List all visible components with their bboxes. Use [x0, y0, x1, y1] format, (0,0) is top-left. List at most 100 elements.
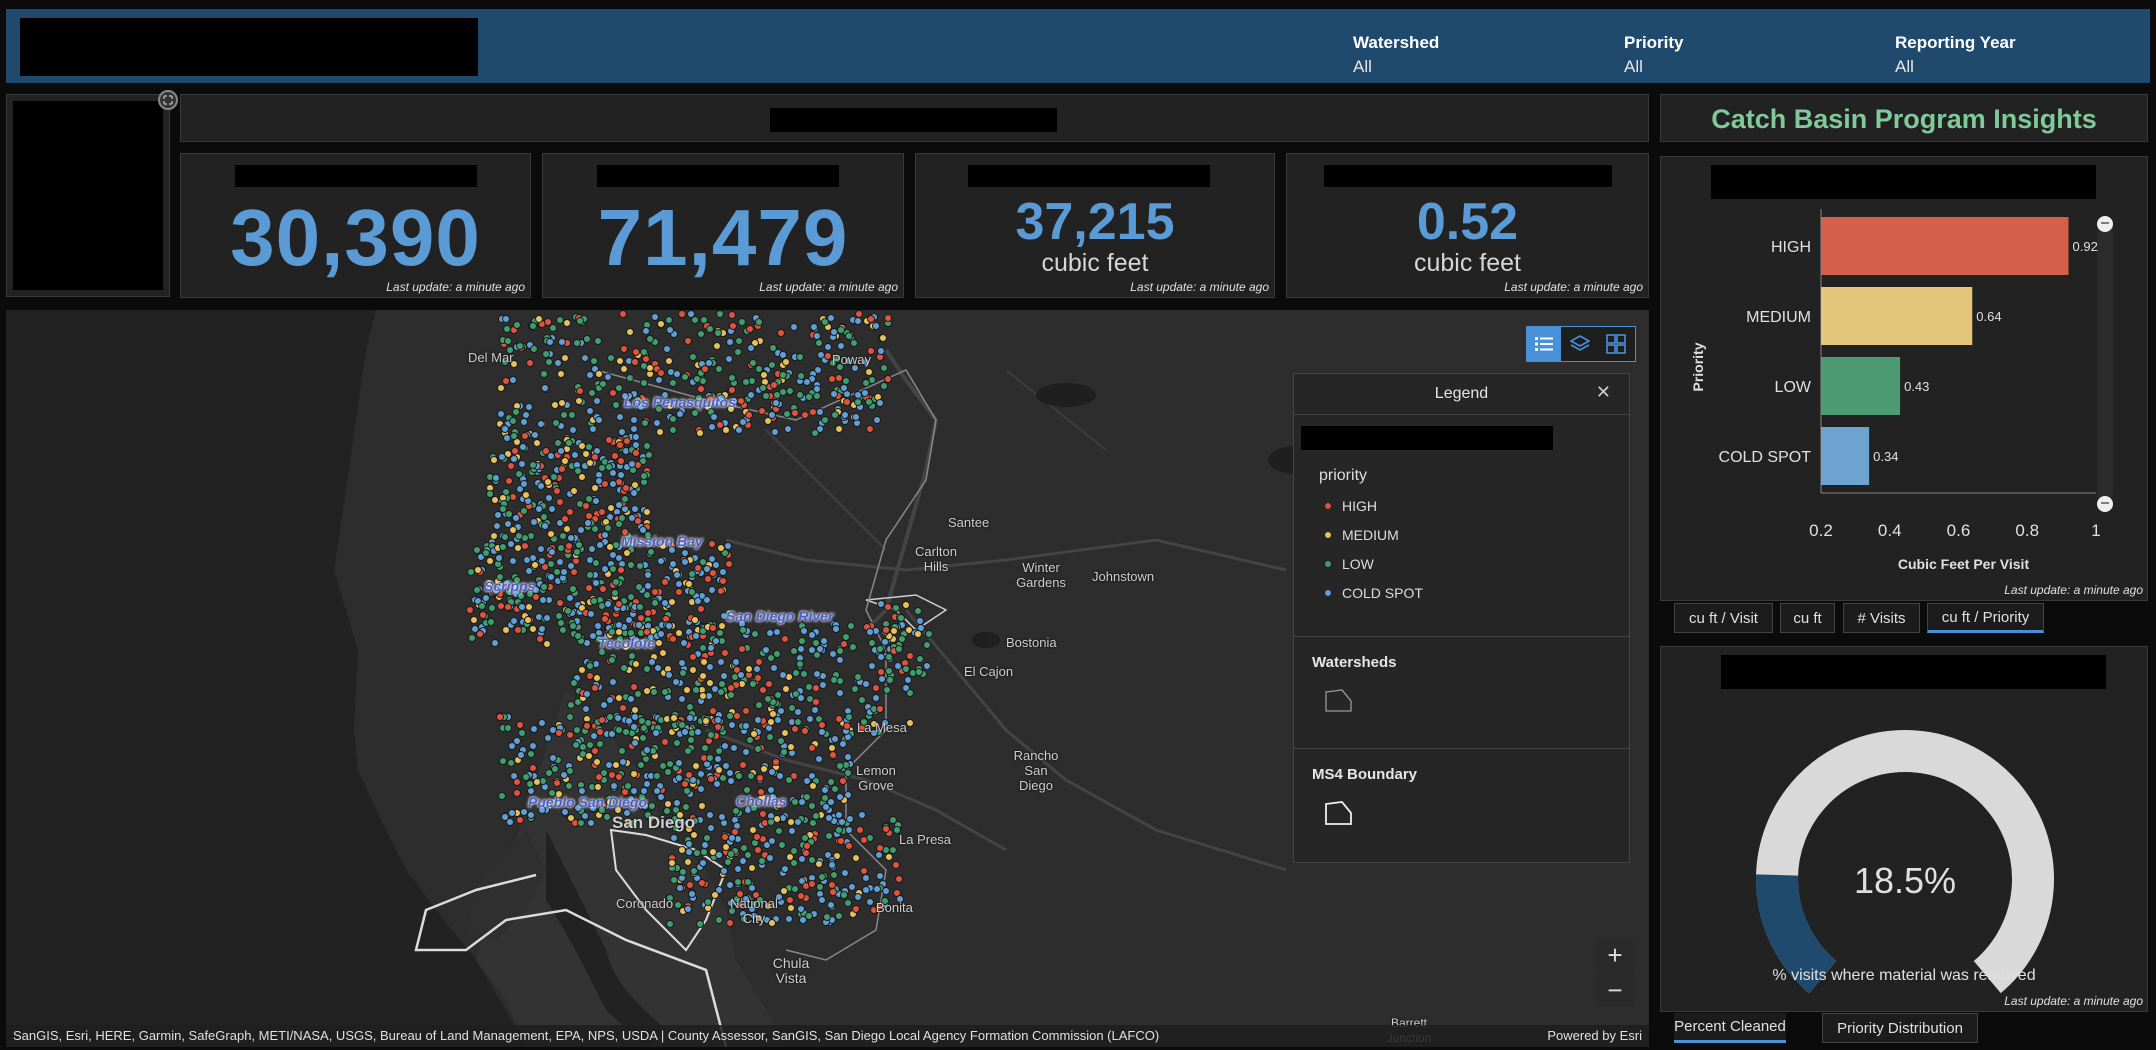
- map-point[interactable]: [624, 400, 632, 408]
- map-point[interactable]: [772, 399, 780, 407]
- bar-cold-spot[interactable]: [1821, 427, 1870, 485]
- map-point[interactable]: [558, 399, 566, 407]
- map-point[interactable]: [818, 896, 826, 904]
- map-point[interactable]: [567, 534, 575, 542]
- map-point[interactable]: [810, 323, 818, 331]
- map-point[interactable]: [556, 519, 564, 527]
- map-point[interactable]: [661, 391, 669, 399]
- map-point[interactable]: [812, 684, 820, 692]
- map-point[interactable]: [803, 842, 811, 850]
- map-point[interactable]: [733, 712, 741, 720]
- map-point[interactable]: [551, 765, 559, 773]
- map-point[interactable]: [573, 339, 581, 347]
- map-point[interactable]: [659, 649, 667, 657]
- tab-cu-ft[interactable]: cu ft: [1780, 603, 1835, 633]
- map-point[interactable]: [734, 348, 742, 356]
- map-point[interactable]: [806, 715, 814, 723]
- map-point[interactable]: [526, 359, 534, 367]
- map-point[interactable]: [849, 643, 857, 651]
- map-point[interactable]: [916, 617, 924, 625]
- map-point[interactable]: [530, 725, 538, 733]
- map-point[interactable]: [644, 609, 652, 617]
- map-point[interactable]: [724, 542, 732, 550]
- map-point[interactable]: [576, 317, 584, 325]
- map-point[interactable]: [561, 457, 569, 465]
- map-point[interactable]: [873, 885, 881, 893]
- map-point[interactable]: [618, 747, 626, 755]
- map-point[interactable]: [653, 787, 661, 795]
- map-point[interactable]: [558, 465, 566, 473]
- map-point[interactable]: [508, 809, 516, 817]
- map-point[interactable]: [830, 871, 838, 879]
- map-point[interactable]: [697, 605, 705, 613]
- map-point[interactable]: [838, 818, 846, 826]
- map-point[interactable]: [760, 765, 768, 773]
- map-point[interactable]: [742, 707, 750, 715]
- map-point[interactable]: [644, 531, 652, 539]
- map-point[interactable]: [890, 627, 898, 635]
- map-point[interactable]: [728, 311, 736, 319]
- map-point[interactable]: [542, 350, 550, 358]
- map-point[interactable]: [620, 345, 628, 353]
- map-point[interactable]: [914, 630, 922, 638]
- map-point[interactable]: [616, 357, 624, 365]
- map-point[interactable]: [906, 652, 914, 660]
- map-point[interactable]: [666, 920, 674, 928]
- map-point[interactable]: [632, 449, 640, 457]
- map-point[interactable]: [673, 370, 681, 378]
- map-point[interactable]: [797, 892, 805, 900]
- map-point[interactable]: [538, 719, 546, 727]
- map-point[interactable]: [574, 632, 582, 640]
- map-point[interactable]: [556, 558, 564, 566]
- map-point[interactable]: [860, 867, 868, 875]
- map-point[interactable]: [700, 848, 708, 856]
- map-point[interactable]: [570, 679, 578, 687]
- map-point[interactable]: [510, 617, 518, 625]
- map-point[interactable]: [525, 567, 533, 575]
- map-point[interactable]: [706, 663, 714, 671]
- map-point[interactable]: [694, 728, 702, 736]
- map-point[interactable]: [623, 549, 631, 557]
- map-point[interactable]: [502, 377, 510, 385]
- map-point[interactable]: [544, 478, 552, 486]
- map-point[interactable]: [687, 736, 695, 744]
- map-point[interactable]: [626, 328, 634, 336]
- map-point[interactable]: [766, 854, 774, 862]
- map-point[interactable]: [755, 318, 763, 326]
- map-point[interactable]: [513, 778, 521, 786]
- map-point[interactable]: [721, 833, 729, 841]
- map-point[interactable]: [706, 754, 714, 762]
- map-point[interactable]: [877, 668, 885, 676]
- map-point[interactable]: [643, 591, 651, 599]
- map-point[interactable]: [784, 425, 792, 433]
- legend-toggle-button[interactable]: [1527, 327, 1561, 361]
- map-point[interactable]: [539, 596, 547, 604]
- map-point[interactable]: [492, 474, 500, 482]
- map-point[interactable]: [590, 597, 598, 605]
- map-point[interactable]: [497, 410, 505, 418]
- map-point[interactable]: [702, 717, 710, 725]
- map-point[interactable]: [541, 384, 549, 392]
- map-point[interactable]: [876, 399, 884, 407]
- map-point[interactable]: [725, 355, 733, 363]
- map-point[interactable]: [836, 656, 844, 664]
- map-point[interactable]: [867, 347, 875, 355]
- map-point[interactable]: [719, 577, 727, 585]
- map-point[interactable]: [631, 739, 639, 747]
- map-point[interactable]: [605, 436, 613, 444]
- map-point[interactable]: [668, 859, 676, 867]
- map-point[interactable]: [779, 671, 787, 679]
- map-point[interactable]: [708, 423, 716, 431]
- map-point[interactable]: [488, 604, 496, 612]
- map-point[interactable]: [632, 433, 640, 441]
- map-point[interactable]: [560, 771, 568, 779]
- map-point[interactable]: [886, 676, 894, 684]
- map-point[interactable]: [884, 603, 892, 611]
- map-point[interactable]: [643, 442, 651, 450]
- map-point[interactable]: [568, 411, 576, 419]
- map-point[interactable]: [520, 480, 528, 488]
- map-point[interactable]: [792, 669, 800, 677]
- map-point[interactable]: [691, 409, 699, 417]
- map-point[interactable]: [561, 515, 569, 523]
- map-point[interactable]: [816, 408, 824, 416]
